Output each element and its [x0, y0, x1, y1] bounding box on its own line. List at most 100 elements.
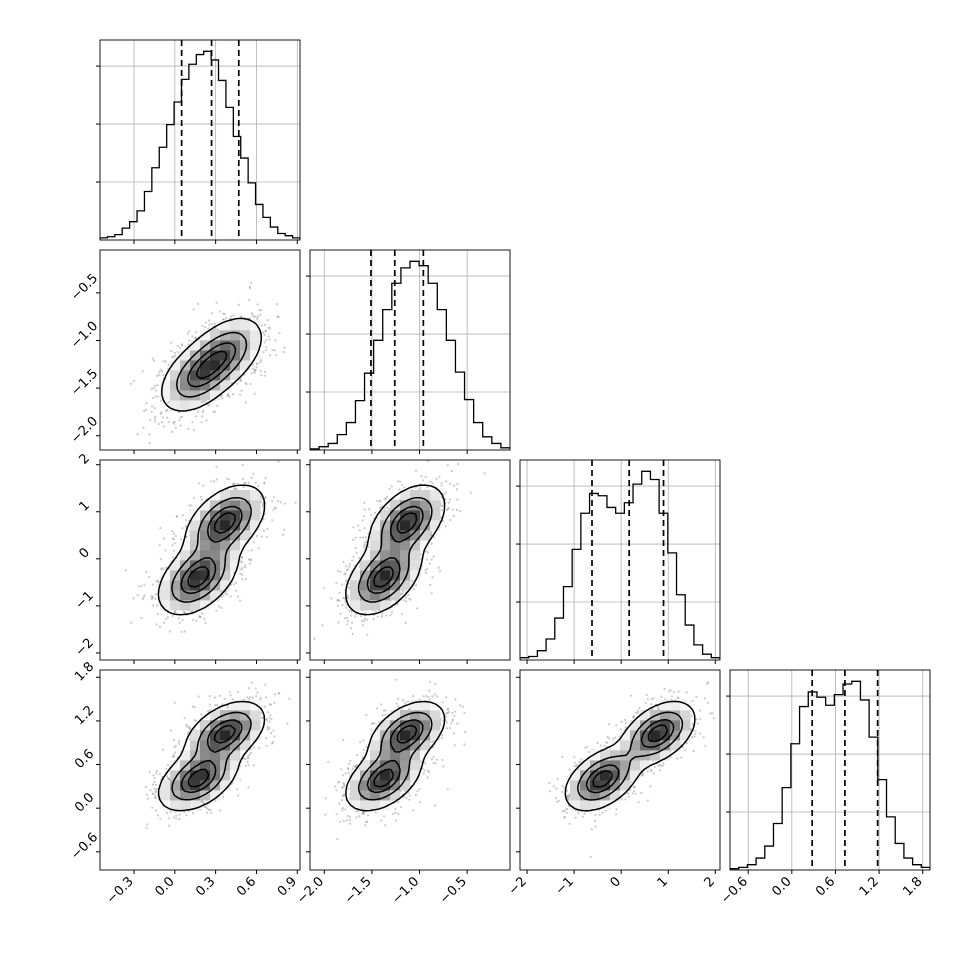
sample-point	[169, 810, 172, 814]
sample-point	[196, 410, 199, 413]
sample-point	[151, 397, 154, 400]
sample-point	[178, 621, 181, 625]
sample-point	[204, 622, 207, 625]
sample-point	[265, 339, 268, 342]
panel-content-2-0	[124, 460, 297, 634]
sample-point	[254, 368, 257, 371]
sample-point	[279, 501, 282, 504]
sample-point	[234, 581, 238, 585]
density-cell	[200, 580, 211, 591]
y-tick-label: −1.5	[68, 366, 101, 399]
sample-point	[440, 504, 443, 507]
sample-point	[352, 538, 355, 542]
sample-point	[137, 585, 140, 588]
sample-point	[258, 361, 261, 364]
density-cell	[210, 360, 221, 371]
density-cell	[250, 510, 261, 521]
density-cell	[160, 570, 171, 581]
sample-point	[171, 755, 174, 759]
y-tick-label: 2	[76, 451, 92, 467]
sample-point	[252, 541, 255, 544]
density-cell	[360, 600, 371, 611]
contour-level-0	[161, 317, 263, 412]
sample-point	[154, 395, 157, 398]
sample-point	[241, 566, 244, 569]
sample-point	[142, 426, 145, 429]
panel-frame	[99, 249, 301, 451]
density-cell	[430, 520, 441, 531]
sample-point	[234, 487, 237, 490]
sample-point	[215, 301, 218, 304]
sample-point	[154, 783, 158, 786]
sample-point	[144, 785, 148, 789]
sample-point	[190, 610, 193, 613]
y-tick-label: −2.0	[68, 414, 101, 447]
sample-point	[253, 315, 257, 318]
density-cell	[390, 590, 401, 601]
sample-point	[283, 502, 286, 505]
sample-point	[174, 610, 177, 614]
density-cell	[210, 580, 221, 591]
sample-point	[450, 469, 453, 473]
sample-point	[223, 313, 226, 316]
sample-point	[383, 497, 386, 500]
sample-point	[346, 616, 349, 620]
density-cell	[400, 490, 411, 501]
sample-point	[341, 583, 344, 586]
sample-point	[215, 465, 218, 468]
sample-point	[163, 537, 166, 540]
density-cell	[200, 600, 211, 611]
sample-point	[263, 333, 266, 336]
sample-point	[154, 597, 157, 600]
density-cell	[380, 570, 391, 581]
sample-point	[426, 486, 429, 489]
sample-point	[367, 545, 370, 548]
sample-point	[414, 486, 417, 489]
density-cell	[160, 380, 171, 391]
panel-frame	[309, 249, 511, 451]
sample-point	[156, 612, 159, 616]
sample-point	[218, 605, 221, 608]
sample-point	[414, 469, 417, 472]
sample-point	[277, 315, 280, 319]
sample-point	[361, 624, 364, 627]
density-cell	[210, 550, 221, 561]
density-cell	[220, 330, 231, 341]
sample-point	[229, 583, 233, 586]
density-cell	[350, 590, 361, 601]
sample-point	[185, 723, 188, 726]
histogram-step-2	[520, 470, 720, 660]
sample-point	[389, 614, 392, 617]
sample-point	[248, 285, 251, 288]
density-cell	[230, 540, 241, 551]
sample-point	[360, 619, 363, 622]
density-cell	[410, 570, 421, 581]
sample-point	[208, 404, 211, 407]
sample-point	[372, 617, 375, 621]
sample-point	[167, 420, 170, 424]
sample-point	[396, 480, 399, 483]
sample-point	[265, 718, 268, 721]
sample-point	[346, 568, 349, 571]
sample-point	[140, 585, 143, 588]
sample-point	[385, 495, 388, 498]
density-cell	[180, 540, 191, 551]
density-cell	[220, 540, 231, 551]
contour-level-1	[357, 496, 433, 603]
sample-point	[277, 460, 280, 463]
sample-point	[151, 405, 154, 408]
sample-point	[255, 362, 258, 365]
sample-point	[263, 374, 266, 377]
sample-point	[404, 596, 408, 599]
sample-point	[241, 555, 244, 558]
sample-point	[330, 597, 333, 600]
density-cell	[230, 350, 241, 361]
sample-point	[199, 615, 202, 618]
sample-point	[226, 593, 229, 596]
sample-point	[130, 621, 133, 624]
sample-point	[336, 569, 339, 573]
sample-point	[363, 543, 366, 547]
sample-point	[156, 374, 159, 377]
